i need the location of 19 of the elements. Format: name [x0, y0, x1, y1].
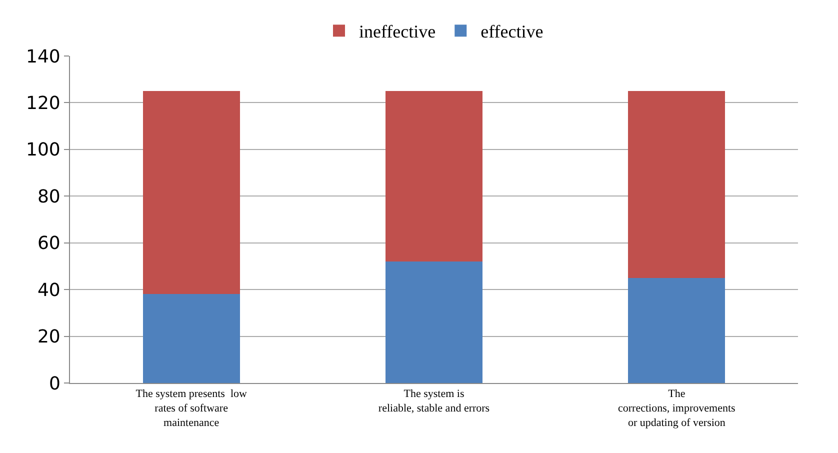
y-tick-label: 140	[26, 46, 60, 68]
x-tick-label: The system presents low rates of software maintenance	[136, 388, 247, 429]
bar	[385, 91, 483, 262]
y-tick-label: 0	[48, 373, 60, 394]
y-tick-label: 20	[37, 326, 60, 348]
y-tick-label: 100	[26, 140, 60, 161]
x-tick-label: The system is reliable, stable and errors	[378, 388, 490, 414]
legend-label: effective	[480, 22, 544, 42]
bar	[628, 91, 726, 278]
x-tick-label: The corrections, improvements or updating of version	[618, 388, 736, 429]
bar	[628, 278, 726, 383]
bar	[142, 294, 240, 383]
bar	[142, 91, 240, 294]
y-tick-label: 120	[26, 93, 60, 114]
y-tick-label: 60	[37, 233, 60, 254]
y-tick-label: 40	[37, 280, 60, 301]
y-tick-label: 80	[37, 186, 60, 208]
bar	[385, 262, 483, 383]
legend-label: ineffective	[359, 22, 436, 42]
